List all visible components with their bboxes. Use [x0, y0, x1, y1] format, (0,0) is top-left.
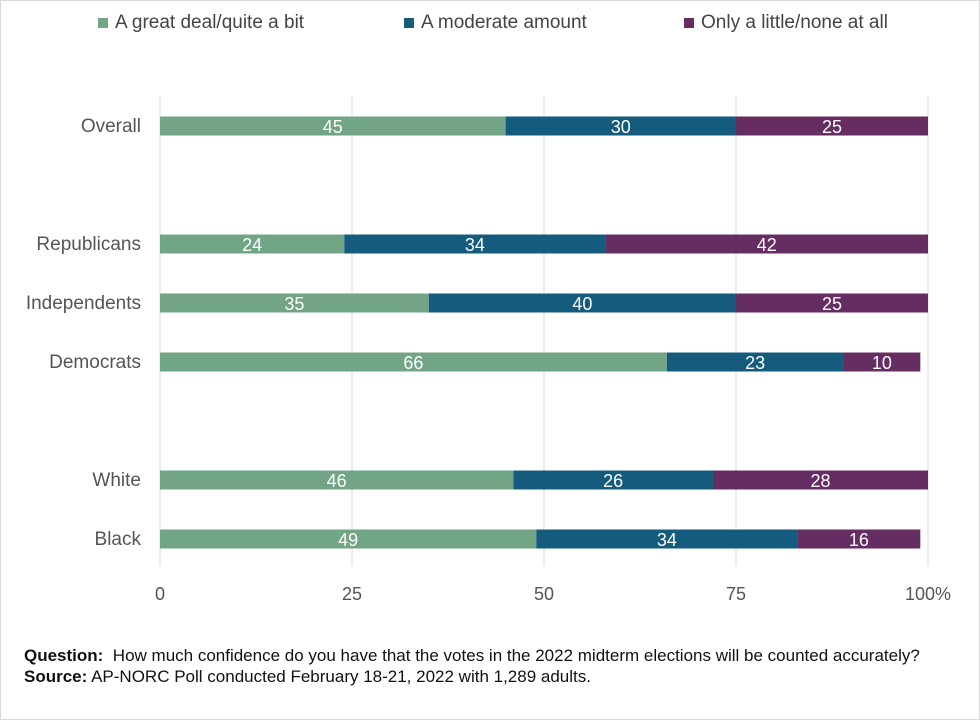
- data-label: 34: [657, 530, 677, 550]
- x-tick-label: 25: [342, 584, 362, 604]
- data-label: 66: [403, 353, 423, 373]
- category-label: Democrats: [49, 352, 141, 373]
- bar-great: [160, 116, 506, 136]
- bar-little: [843, 352, 921, 372]
- footer: Question: How much confidence do you hav…: [24, 645, 924, 687]
- question-line: Question: How much confidence do you hav…: [24, 645, 924, 666]
- bar-great: [160, 293, 429, 313]
- bar-moderate: [536, 529, 798, 549]
- data-label: 25: [822, 117, 842, 137]
- category-label: White: [92, 470, 141, 491]
- legend-swatch-moderate: [404, 18, 414, 28]
- bar-little: [712, 470, 928, 490]
- bar-great: [160, 529, 537, 549]
- legend-item-moderate: A moderate amount: [404, 12, 587, 34]
- data-label: 34: [465, 235, 485, 255]
- data-label: 25: [822, 294, 842, 314]
- category-label: Overall: [81, 116, 141, 137]
- legend: A great deal/quite a bit A moderate amou…: [0, 12, 980, 38]
- legend-label-great: A great deal/quite a bit: [115, 12, 305, 33]
- bar-little: [605, 234, 928, 254]
- data-label: 46: [327, 471, 347, 491]
- question-text: How much confidence do you have that the…: [112, 646, 920, 665]
- data-label: 35: [284, 294, 304, 314]
- data-label: 49: [338, 530, 358, 550]
- data-label: 23: [745, 353, 765, 373]
- data-label: 24: [242, 235, 262, 255]
- category-label: Black: [95, 529, 142, 550]
- legend-item-great: A great deal/quite a bit: [98, 12, 304, 34]
- question-label: Question:: [24, 646, 104, 665]
- x-tick-label: 50: [534, 584, 554, 604]
- bar-moderate: [344, 234, 606, 254]
- source-line: Source: AP-NORC Poll conducted February …: [24, 666, 924, 687]
- data-label: 30: [611, 117, 631, 137]
- legend-swatch-great: [98, 18, 108, 28]
- data-label: 28: [810, 471, 830, 491]
- category-label: Republicans: [36, 234, 141, 255]
- bar-moderate: [505, 116, 736, 136]
- bar-little: [736, 293, 928, 313]
- bar-little: [736, 116, 928, 136]
- bar-moderate: [513, 470, 713, 490]
- x-tick-label: 0: [155, 584, 165, 604]
- category-label: Independents: [26, 293, 141, 314]
- bar-great: [160, 470, 514, 490]
- legend-label-little: Only a little/none at all: [701, 12, 888, 33]
- data-label: 26: [603, 471, 623, 491]
- bar-moderate: [428, 293, 736, 313]
- data-label: 40: [572, 294, 592, 314]
- legend-swatch-little: [684, 18, 694, 28]
- x-tick-label: 100%: [905, 584, 951, 604]
- bar-moderate: [666, 352, 844, 372]
- legend-label-moderate: A moderate amount: [421, 12, 587, 33]
- stacked-bar-chart: 0 25 50 75 100% Overall 45 30 25 Republicans 24 34 4…: [26, 96, 951, 604]
- data-label: 16: [849, 530, 869, 550]
- data-label: 10: [872, 353, 892, 373]
- data-label: 42: [757, 235, 777, 255]
- bar-great: [160, 352, 667, 372]
- data-label: 45: [323, 117, 343, 137]
- source-label: Source:: [24, 667, 88, 686]
- x-tick-label: 75: [726, 584, 746, 604]
- bar-great: [160, 234, 345, 254]
- bar-little: [797, 529, 921, 549]
- legend-item-little: Only a little/none at all: [684, 12, 888, 34]
- source-text: AP-NORC Poll conducted February 18-21, 2…: [91, 667, 591, 686]
